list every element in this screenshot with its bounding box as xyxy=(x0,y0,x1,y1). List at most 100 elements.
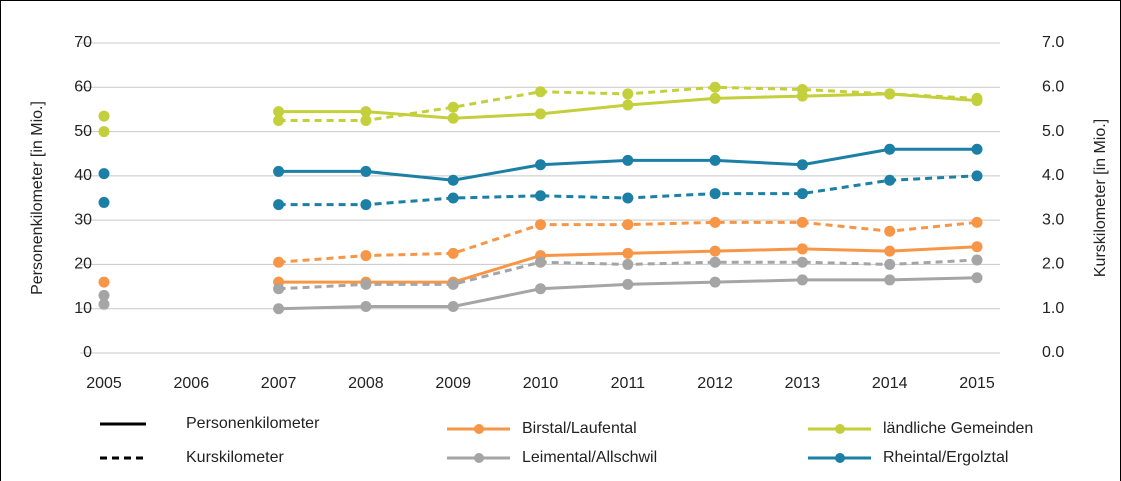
marker xyxy=(622,88,634,100)
marker xyxy=(447,192,459,204)
marker xyxy=(709,256,721,268)
y-tick-label: 50 xyxy=(74,123,92,140)
marker xyxy=(884,143,896,155)
y2-tick-label: 7.0 xyxy=(1042,34,1064,51)
marker xyxy=(709,188,721,200)
marker xyxy=(447,174,459,186)
y-axis-label: Personenkilometer [in Mio.] xyxy=(29,101,46,295)
marker xyxy=(98,276,110,288)
marker xyxy=(709,245,721,257)
y-tick-label: 20 xyxy=(74,256,92,273)
legend-label: Kurskilometer xyxy=(186,449,284,466)
marker xyxy=(273,199,285,211)
marker xyxy=(884,174,896,186)
legend-label: Leimental/Allschwil xyxy=(522,449,657,466)
marker xyxy=(796,274,808,286)
x-tick-label: 2013 xyxy=(785,375,821,392)
x-tick-label: 2014 xyxy=(872,375,908,392)
x-tick-label: 2008 xyxy=(348,375,384,392)
legend-marker xyxy=(835,453,845,463)
x-tick-label: 2010 xyxy=(523,375,559,392)
y-tick-label: 40 xyxy=(74,167,92,184)
legend-marker xyxy=(474,424,484,434)
marker xyxy=(709,154,721,166)
marker xyxy=(447,112,459,124)
x-tick-label: 2015 xyxy=(959,375,995,392)
marker xyxy=(535,283,546,295)
x-tick-label: 2011 xyxy=(611,375,646,392)
marker xyxy=(971,95,983,107)
legend-label: Birstal/Laufental xyxy=(522,420,637,437)
y2-tick-label: 4.0 xyxy=(1042,167,1064,184)
x-tick-label: 2009 xyxy=(435,375,471,392)
y2-tick-label: 1.0 xyxy=(1042,300,1064,317)
x-tick-label: 2005 xyxy=(86,375,122,392)
marker xyxy=(884,88,896,100)
marker xyxy=(971,254,983,266)
marker xyxy=(98,196,110,208)
marker xyxy=(535,256,546,268)
marker xyxy=(360,301,372,312)
marker xyxy=(447,101,459,113)
marker xyxy=(796,188,808,200)
marker xyxy=(884,245,896,257)
marker xyxy=(535,219,546,231)
marker xyxy=(98,298,110,310)
marker xyxy=(622,192,634,204)
marker xyxy=(98,289,110,301)
marker xyxy=(622,154,634,166)
marker xyxy=(535,159,546,171)
marker xyxy=(360,115,372,126)
legend-marker xyxy=(835,424,845,434)
x-tick-label: 2007 xyxy=(261,375,297,392)
marker xyxy=(622,99,634,111)
y-tick-label: 0 xyxy=(83,344,92,361)
y-tick-label: 10 xyxy=(74,300,92,317)
marker xyxy=(360,278,372,290)
marker xyxy=(535,108,546,120)
marker xyxy=(709,92,721,104)
marker xyxy=(273,256,285,268)
y2-tick-label: 5.0 xyxy=(1042,123,1064,140)
legend-label: Personenkilometer xyxy=(186,415,320,432)
marker xyxy=(622,247,634,259)
marker xyxy=(360,165,372,177)
marker xyxy=(447,278,459,290)
marker xyxy=(884,274,896,286)
marker xyxy=(447,301,459,312)
legend-label: Rheintal/Ergolztal xyxy=(883,449,1008,466)
marker xyxy=(273,106,285,118)
marker xyxy=(535,86,546,98)
marker xyxy=(971,241,983,253)
x-tick-label: 2006 xyxy=(174,375,210,392)
marker xyxy=(622,219,634,231)
x-tick-label: 2012 xyxy=(697,375,733,392)
marker xyxy=(273,165,285,177)
marker xyxy=(796,256,808,268)
y2-tick-label: 2.0 xyxy=(1042,256,1064,273)
y-tick-label: 70 xyxy=(74,34,92,51)
y2-tick-label: 0.0 xyxy=(1042,344,1064,361)
marker xyxy=(273,283,285,295)
y2-tick-label: 6.0 xyxy=(1042,79,1064,96)
y-tick-label: 30 xyxy=(74,211,92,228)
marker xyxy=(360,199,372,211)
y2-tick-label: 3.0 xyxy=(1042,211,1064,228)
marker xyxy=(971,143,983,155)
legend-label: ländliche Gemeinden xyxy=(883,420,1033,437)
marker xyxy=(360,250,372,262)
marker xyxy=(709,81,721,93)
marker xyxy=(796,159,808,171)
marker xyxy=(884,225,896,237)
marker xyxy=(796,216,808,228)
marker xyxy=(360,106,372,118)
marker xyxy=(709,216,721,228)
marker xyxy=(273,115,285,126)
marker xyxy=(447,247,459,259)
marker xyxy=(535,190,546,202)
marker xyxy=(98,110,110,122)
marker xyxy=(709,276,721,288)
marker xyxy=(884,258,896,270)
marker xyxy=(796,90,808,102)
